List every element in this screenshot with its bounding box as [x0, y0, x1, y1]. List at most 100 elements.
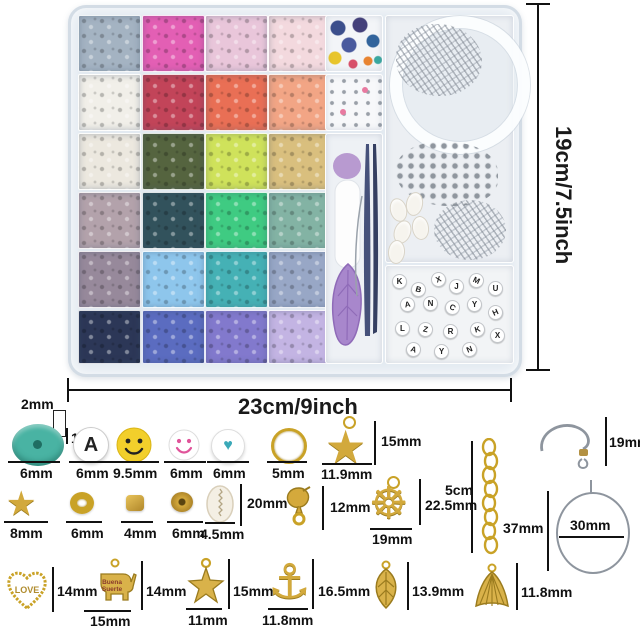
rondelle-label: 6mm — [172, 525, 205, 541]
star-charm: ★ — [325, 420, 367, 474]
letter-bead: C — [442, 297, 463, 318]
wheel-width-underline — [370, 528, 412, 530]
pink-smiley-label: 6mm — [170, 465, 203, 481]
pink-smiley-bead — [168, 429, 200, 461]
bead-compartment — [205, 251, 268, 308]
heart-letter-bead-compartment — [325, 74, 383, 131]
gold-rondelle-bead — [171, 492, 193, 512]
yellow-smiley-label: 9.5mm — [113, 465, 158, 481]
mixed-fruit-bead-compartment — [325, 15, 383, 72]
scallop-height-line — [516, 563, 518, 610]
bead-compartment — [142, 15, 205, 72]
gold-star-bead: ★ — [6, 484, 37, 524]
bead-compartment — [142, 310, 205, 364]
bead-compartment — [142, 74, 205, 131]
bead-storage-box: K B X J M U A N C Y H L Z R K X A Y N — [68, 5, 530, 377]
letter-bead: B — [409, 280, 428, 299]
shell-bead — [410, 214, 431, 242]
starfish-height-label: 15mm — [233, 583, 274, 599]
anchor-charm: ⚓ — [268, 554, 312, 610]
lobster-clasp — [286, 486, 311, 526]
star-bead-underline — [4, 521, 48, 523]
letter-bead: Z — [416, 320, 435, 339]
jump-ring-label: 5mm — [272, 465, 305, 481]
cube-label: 4mm — [124, 525, 157, 541]
yellow-smiley-bead — [116, 427, 152, 463]
letter-bead: X — [428, 269, 449, 290]
bead-compartment — [78, 133, 141, 190]
star-height-line — [374, 421, 376, 465]
love-charm-text: LOVE — [15, 585, 40, 595]
cowrie-width-underline — [205, 522, 235, 524]
bead-compartment — [205, 74, 268, 131]
bead-compartment — [205, 192, 268, 249]
letter-a-label: 6mm — [76, 465, 109, 481]
shell-bead — [386, 239, 407, 265]
height-dimension-line — [537, 4, 539, 370]
jump-rings-pile — [434, 200, 506, 260]
elephant-width-underline — [84, 610, 131, 612]
letter-bead: U — [488, 281, 503, 296]
disc-hole — [33, 440, 42, 449]
clasp-height-label: 12mm — [330, 499, 371, 515]
findings-compartment — [385, 15, 530, 265]
cube-underline — [121, 521, 153, 523]
letter-bead: N — [459, 339, 480, 360]
tools-compartment — [325, 133, 383, 364]
height-dimension-cap-bottom — [526, 369, 550, 371]
tools-illustration — [331, 144, 379, 346]
bead-compartment — [268, 192, 331, 249]
bead-compartment — [205, 310, 268, 364]
yellow-smiley-underline — [111, 461, 159, 463]
letter-bead: Y — [467, 297, 482, 312]
star-width-label: 11.9mm — [321, 466, 373, 482]
bead-compartment — [78, 15, 141, 72]
star-width-underline — [322, 463, 372, 465]
bead-compartment — [268, 310, 331, 364]
letter-bead: A — [398, 295, 417, 314]
gold-chain — [481, 438, 499, 555]
donut-underline — [66, 521, 102, 523]
hoop-height-label: 37mm — [503, 520, 544, 536]
elephant-height-line — [141, 561, 143, 610]
disc-thickness-label: 2mm — [21, 396, 54, 412]
jump-ring — [271, 428, 307, 464]
bead-compartment — [78, 192, 141, 249]
chain-length-label: 5cm — [445, 482, 474, 498]
love-heart-charm: LOVE — [7, 571, 47, 610]
hook-height-line — [605, 417, 607, 466]
leaf-height-label: 13.9mm — [412, 583, 465, 599]
wheel-height-label: 22.5mm — [425, 497, 478, 513]
letter-bead: A — [404, 340, 423, 359]
gold-cube-bead — [126, 495, 144, 511]
heart-bead-underline — [207, 461, 249, 463]
love-height-label: 14mm — [57, 583, 98, 599]
elephant-text-line1: Buena — [102, 579, 122, 586]
letter-bead: K — [392, 274, 407, 289]
disc-hole-tick — [66, 428, 68, 444]
width-dimension-line — [68, 389, 512, 391]
disc-underline — [8, 461, 60, 463]
bead-compartment — [78, 310, 141, 364]
elephant-charm: Buena Suerte — [100, 558, 137, 601]
elephant-width-label: 15mm — [90, 613, 131, 629]
hoop-height-line — [547, 491, 549, 571]
love-height-line — [52, 567, 54, 612]
jump-ring-underline — [267, 461, 307, 463]
letter-bead: X — [490, 328, 505, 343]
starfish-width-underline — [186, 608, 222, 610]
heart-bead-label: 6mm — [213, 465, 246, 481]
hoop-diameter-label: 30mm — [570, 517, 611, 533]
pink-heart-bead — [340, 109, 346, 115]
height-dimension-cap-top — [526, 3, 550, 5]
pink-heart-bead — [362, 87, 368, 93]
star-charm-loop — [343, 416, 356, 429]
heart-bead: ♥ — [211, 429, 245, 463]
elephant-text-line2: Suerte — [102, 586, 123, 593]
anchor-height-label: 16.5mm — [318, 583, 371, 599]
bead-compartment — [205, 133, 268, 190]
cowrie-height-label: 20mm — [247, 495, 288, 511]
letter-beads-compartment: K B X J M U A N C Y H L Z R K X A Y N — [385, 265, 514, 364]
width-dimension-cap-left — [67, 378, 69, 402]
star-height-label: 15mm — [381, 433, 422, 449]
